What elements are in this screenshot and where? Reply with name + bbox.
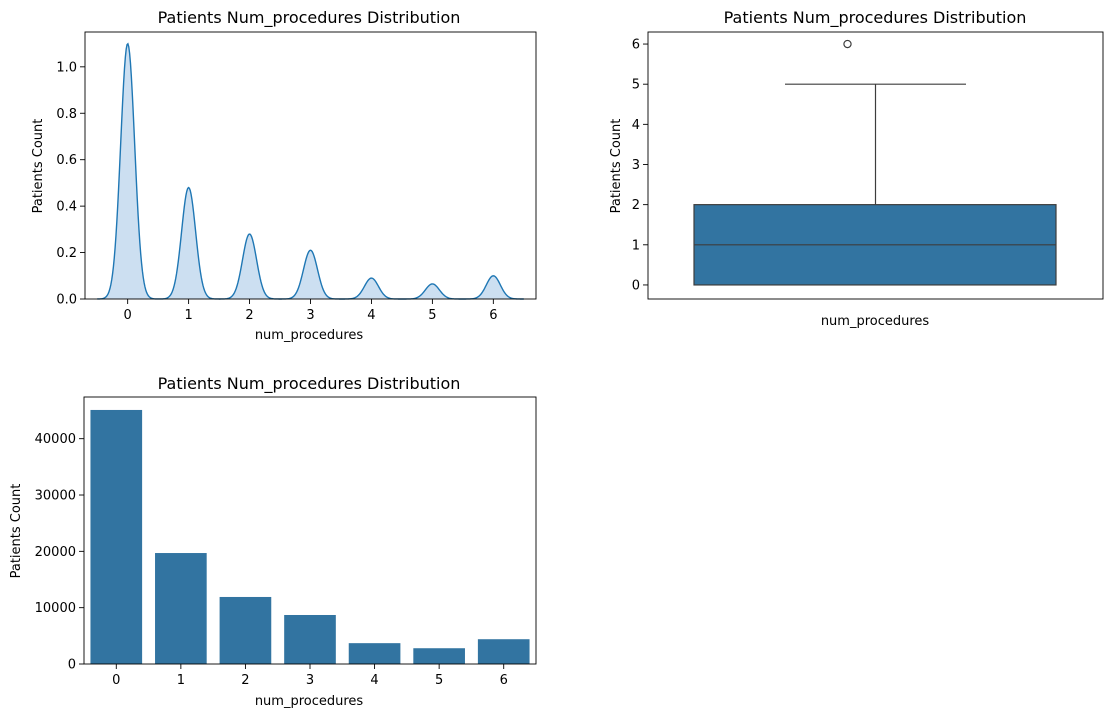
- box-y-axis: 0 1 2 3 4 5 6: [632, 38, 648, 293]
- box-panel: Patients Num_procedures Distribution 0 1 2…: [609, 8, 1104, 329]
- kde-title: Patients Num_procedures Distribution: [158, 8, 461, 28]
- bar-y-tick-label: 0: [68, 658, 76, 673]
- bar-panel: Patients Num_procedures Distribution 010…: [9, 374, 537, 709]
- box-y-tick-label: 0: [632, 278, 640, 293]
- box-frame: [647, 31, 1104, 300]
- bar-y-tick-label: 20000: [35, 545, 76, 560]
- bar: [284, 614, 336, 664]
- bar-x-tick-label: 6: [500, 673, 508, 688]
- kde-x-tick-label: 1: [184, 308, 192, 323]
- bar: [348, 643, 401, 664]
- bar: [477, 639, 530, 664]
- bar-x-label: num_procedures: [255, 694, 364, 709]
- bar: [155, 553, 207, 664]
- bar-x-tick-label: 4: [370, 673, 378, 688]
- kde-x-tick-label: 3: [306, 308, 314, 323]
- box-plot-area: [693, 39, 1057, 286]
- bar-x-tick-label: 0: [112, 673, 120, 688]
- box-y-tick-label: 6: [632, 38, 640, 53]
- kde-y-tick-label: 0.0: [56, 293, 77, 308]
- kde-y-tick-label: 0.4: [56, 200, 77, 215]
- box-y-tick-label: 2: [632, 198, 640, 213]
- bar-plot-area: [90, 409, 530, 664]
- bar: [219, 596, 272, 664]
- kde-x-axis: 0 1 2 3 4 5 6: [124, 299, 497, 323]
- kde-y-tick-label: 0.8: [56, 107, 77, 122]
- kde-plot-area: [97, 42, 524, 300]
- kde-x-tick-label: 5: [428, 308, 436, 323]
- bar-y-label: Patients Count: [9, 484, 24, 579]
- kde-panel: Patients Num_procedures Distribution 0.0…: [31, 8, 537, 343]
- bar-x-axis: 0 1 2 3 4 5 6: [112, 664, 508, 688]
- kde-x-tick-label: 4: [367, 308, 375, 323]
- box-y-tick-label: 5: [632, 78, 640, 93]
- bar: [90, 409, 143, 664]
- kde-x-tick-label: 0: [124, 308, 132, 323]
- bar-y-tick-label: 10000: [35, 601, 76, 616]
- kde-y-label: Patients Count: [31, 119, 46, 214]
- kde-y-tick-label: 0.6: [56, 153, 77, 168]
- bar-x-tick-label: 2: [241, 673, 249, 688]
- box-y-tick-label: 1: [632, 238, 640, 253]
- kde-y-tick-label: 1.0: [56, 60, 77, 75]
- bar-y-tick-label: 30000: [35, 489, 76, 504]
- box-y-label: Patients Count: [609, 119, 624, 214]
- bar-x-tick-label: 5: [435, 673, 443, 688]
- box-y-tick-label: 3: [632, 158, 640, 173]
- box-outlier: [843, 39, 852, 49]
- box-x-label: num_procedures: [821, 314, 930, 329]
- box-title: Patients Num_procedures Distribution: [724, 8, 1027, 28]
- bar: [413, 648, 465, 664]
- bar-title: Patients Num_procedures Distribution: [158, 374, 461, 394]
- bar-y-tick-label: 40000: [35, 432, 76, 447]
- kde-y-axis: 0.0 0.2 0.4 0.6 0.8 1.0: [56, 60, 85, 308]
- bar-x-tick-label: 3: [306, 673, 314, 688]
- box-y-tick-label: 4: [632, 118, 640, 133]
- bar-y-axis: 0 10000 20000 30000 40000: [35, 432, 84, 673]
- kde-area: [97, 43, 524, 300]
- kde-x-label: num_procedures: [255, 328, 364, 343]
- kde-y-tick-label: 0.2: [56, 246, 77, 261]
- kde-x-tick-label: 2: [245, 308, 253, 323]
- bar-x-tick-label: 1: [177, 673, 185, 688]
- kde-x-tick-label: 6: [489, 308, 497, 323]
